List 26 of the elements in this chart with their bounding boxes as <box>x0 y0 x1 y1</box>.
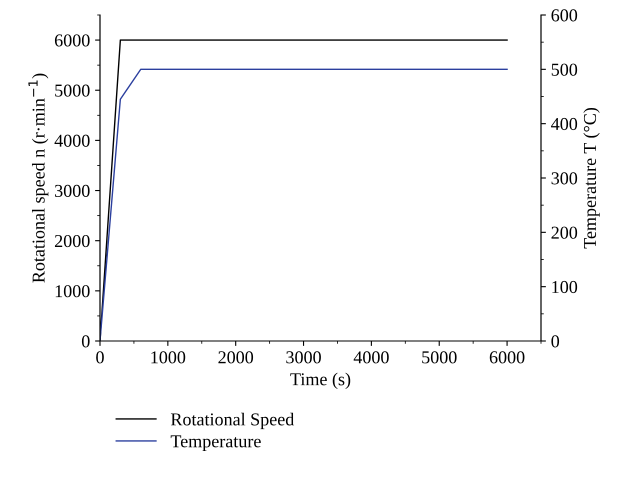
y2-tick-label: 300 <box>552 172 578 184</box>
x-tick-label: 4000 <box>354 351 389 364</box>
y-tick-label: 4000 <box>54 134 90 147</box>
x-axis-title: Time (s) <box>290 372 350 390</box>
y2-axis-title: Temperature T (°C) <box>583 108 600 249</box>
x-tick-label: 1000 <box>151 351 186 364</box>
x-tick-label: 2000 <box>218 351 254 364</box>
y2-tick-label: 200 <box>552 226 578 239</box>
y2-tick-label: 100 <box>552 280 578 294</box>
y-tick-label: 2000 <box>54 234 90 248</box>
x-tick-label: 0 <box>96 351 104 364</box>
y2-tick-label: 600 <box>552 9 578 22</box>
y-axis-title: Rotational speed n (r·min$^{−1}$) <box>28 74 48 283</box>
y2-tick-label: 500 <box>552 64 578 76</box>
y-tick-label: 5000 <box>55 84 90 97</box>
legend-label: Temperature <box>170 435 261 452</box>
y-tick-label: 6000 <box>54 34 90 47</box>
x-tick-label: 3000 <box>286 351 321 364</box>
y-tick-label: 1000 <box>56 285 90 298</box>
y2-tick-label: 0 <box>551 335 560 348</box>
x-tick-label: 6000 <box>490 351 524 364</box>
y2-tick-label: 400 <box>551 118 578 130</box>
legend-label: Rotational Speed <box>170 412 294 430</box>
x-tick-label: 5000 <box>422 351 457 364</box>
y-tick-label: 0 <box>82 335 90 348</box>
y-tick-label: 3000 <box>55 184 90 197</box>
